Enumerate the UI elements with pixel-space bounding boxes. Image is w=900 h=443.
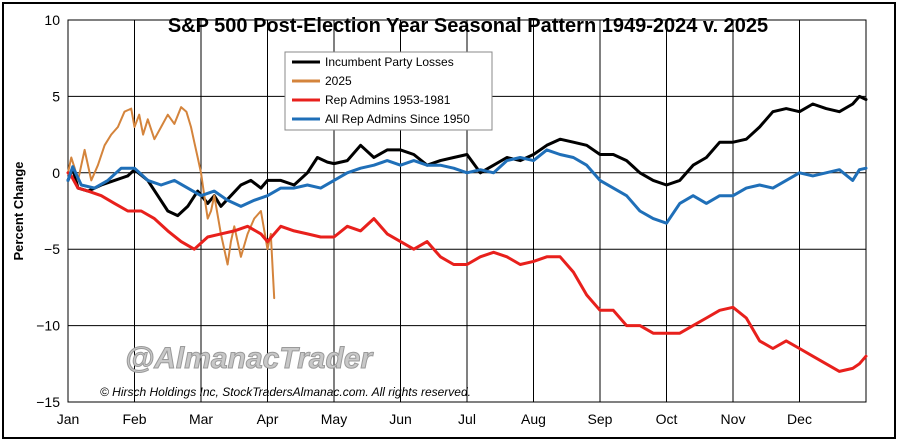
x-tick-label: Dec	[787, 411, 812, 427]
x-tick-label: Jun	[389, 411, 412, 427]
x-tick-label: Aug	[521, 411, 546, 427]
chart-title: S&P 500 Post-Election Year Seasonal Patt…	[168, 15, 768, 37]
series-lines	[66, 94, 868, 373]
series-line-all-rep-admins-since-1950	[66, 148, 868, 225]
legend-box	[284, 51, 493, 131]
y-axis-ticks: 10 5 0 −5 −10 −15	[36, 12, 60, 410]
x-tick-label: Apr	[257, 411, 279, 427]
x-tick-label: Feb	[122, 411, 146, 427]
series-line-2025	[67, 106, 276, 300]
y-tick-label: −10	[36, 318, 60, 334]
x-tick-label: Sep	[588, 411, 613, 427]
y-tick-label: −5	[44, 241, 60, 257]
y-tick-label: 5	[52, 88, 60, 104]
x-tick-label: May	[321, 411, 347, 427]
series-line-rep-admins-1953-1981	[66, 171, 868, 373]
legend: Incumbent Party Losses 2025 Rep Admins 195…	[284, 51, 493, 131]
x-axis-ticks: Jan Feb Mar Apr May Jun Jul Aug Sep Oct Nov Dec	[57, 411, 812, 427]
x-tick-label: Mar	[189, 411, 213, 427]
x-tick-label: Jan	[57, 411, 80, 427]
legend-label: 2025	[325, 74, 352, 88]
x-tick-label: Oct	[656, 411, 678, 427]
legend-label: All Rep Admins Since 1950	[325, 112, 470, 126]
y-tick-label: 0	[52, 165, 60, 181]
y-tick-label: −15	[36, 394, 60, 410]
y-axis-label: Percent Change	[11, 162, 26, 261]
copyright-text: © Hirsch Holdings Inc, StockTradersAlman…	[100, 385, 471, 399]
y-tick-label: 10	[44, 12, 60, 28]
watermark: @AlmanacTrader	[125, 342, 374, 375]
legend-label: Incumbent Party Losses	[325, 55, 454, 69]
x-tick-label: Jul	[458, 411, 476, 427]
legend-label: Rep Admins 1953-1981	[325, 93, 451, 107]
x-tick-label: Nov	[721, 411, 746, 427]
